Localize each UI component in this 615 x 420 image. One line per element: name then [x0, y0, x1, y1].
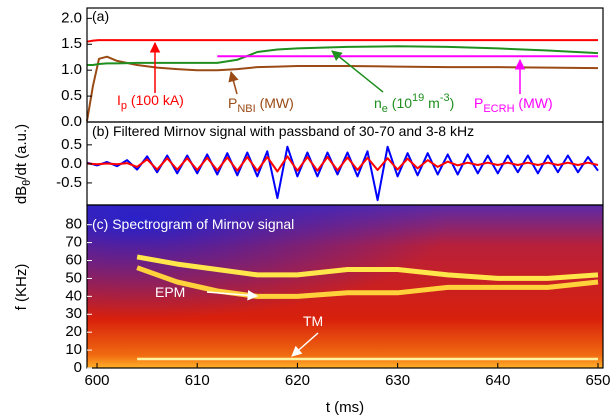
annotation-part: (b) Filtered Mirnov signal with passband… — [92, 123, 474, 139]
arrow — [206, 290, 259, 301]
series-line — [87, 45, 599, 66]
annotation-part: (MW) — [515, 95, 553, 111]
series-line — [136, 254, 599, 281]
y-axis-label: dBθ/dt (a.u.) — [13, 124, 33, 204]
annotation-part: (c) Spectrogram of Mirnov signal — [92, 216, 294, 232]
annotation: PNBI (MW) — [228, 95, 294, 115]
x-tick-label: 630 — [385, 372, 410, 389]
frames — [86, 7, 604, 369]
arrow — [331, 50, 384, 93]
annotation-part: I — [117, 92, 121, 108]
panel-frame — [86, 204, 604, 369]
annotation-part: (a) — [92, 8, 109, 24]
arrow — [228, 70, 239, 95]
y-tick-label: 1.5 — [61, 35, 82, 52]
y-tick-label: 0 — [74, 359, 82, 376]
marks — [86, 39, 599, 361]
y-tick-label: 50 — [65, 269, 82, 286]
y-tick-label: 0.0 — [61, 155, 82, 172]
y-tick-label: 0.5 — [61, 136, 82, 153]
annotation: (b) Filtered Mirnov signal with passband… — [92, 123, 474, 139]
y-tick-label: 60 — [65, 251, 82, 268]
annotation-part: NBI — [237, 103, 255, 115]
series-line — [136, 265, 599, 299]
y-tick-label: 30 — [65, 305, 82, 322]
y-tick-label: 10 — [65, 341, 82, 358]
x-tick-label: 640 — [485, 372, 510, 389]
y-tick-label: 80 — [65, 216, 82, 233]
x-tick-label: 600 — [85, 372, 110, 389]
annotation: Ip (100 kA) — [117, 92, 184, 112]
x-tick-label: 610 — [185, 372, 210, 389]
arrows — [149, 41, 526, 357]
y-tick-label: 1.0 — [61, 61, 82, 78]
series-line — [86, 39, 598, 43]
y-tick-label: 70 — [65, 234, 82, 251]
y-axis-label-part: θ — [21, 180, 33, 186]
annotation: ne (1019 m-3) — [374, 92, 454, 115]
y-tick-label: 20 — [65, 323, 82, 340]
y-tick-label: 40 — [65, 287, 82, 304]
annotation-part: ) — [450, 95, 455, 111]
x-tick-label: 620 — [285, 372, 310, 389]
annotation-part: n — [374, 95, 382, 111]
y-axis-label-part: dB — [13, 186, 30, 204]
arrow — [291, 332, 319, 357]
annotation: PECRH (MW) — [474, 95, 553, 115]
y-tick-label: 0.0 — [61, 113, 82, 130]
y-axis-label-part: /dt (a.u.) — [13, 124, 30, 180]
x-axis-label: t (ms) — [326, 399, 364, 416]
y-tick-label: 0.5 — [61, 87, 82, 104]
annotation-part: e — [382, 103, 388, 115]
annotation: TM — [303, 313, 323, 329]
annotation-part: p — [121, 100, 127, 112]
annotation-part: 19 — [412, 92, 424, 104]
annotation: EPM — [155, 284, 185, 300]
y-axis-label-part: f (KHz) — [13, 264, 30, 311]
annotation-part: -3 — [440, 92, 450, 104]
annotation-part: P — [474, 95, 483, 111]
annotation-part: (10 — [388, 95, 412, 111]
series-line — [86, 55, 599, 122]
series-line — [86, 145, 599, 202]
x-tick-label: 650 — [585, 372, 610, 389]
annotation-part: P — [228, 95, 237, 111]
annotation: (c) Spectrogram of Mirnov signal — [92, 216, 294, 232]
series-line — [86, 155, 599, 173]
annotation-part: ECRH — [483, 103, 514, 115]
y-tick-label: -0.5 — [56, 174, 82, 191]
annotation-part: EPM — [155, 284, 185, 300]
y-axis-label: f (KHz) — [13, 264, 30, 311]
annotation-part: m — [424, 95, 440, 111]
annotation-part: TM — [303, 313, 323, 329]
annotation: (a) — [92, 8, 109, 24]
y-tick-label: 2.0 — [61, 9, 82, 26]
annotation-part: (100 kA) — [127, 92, 184, 108]
annotation-part: (MW) — [256, 95, 294, 111]
